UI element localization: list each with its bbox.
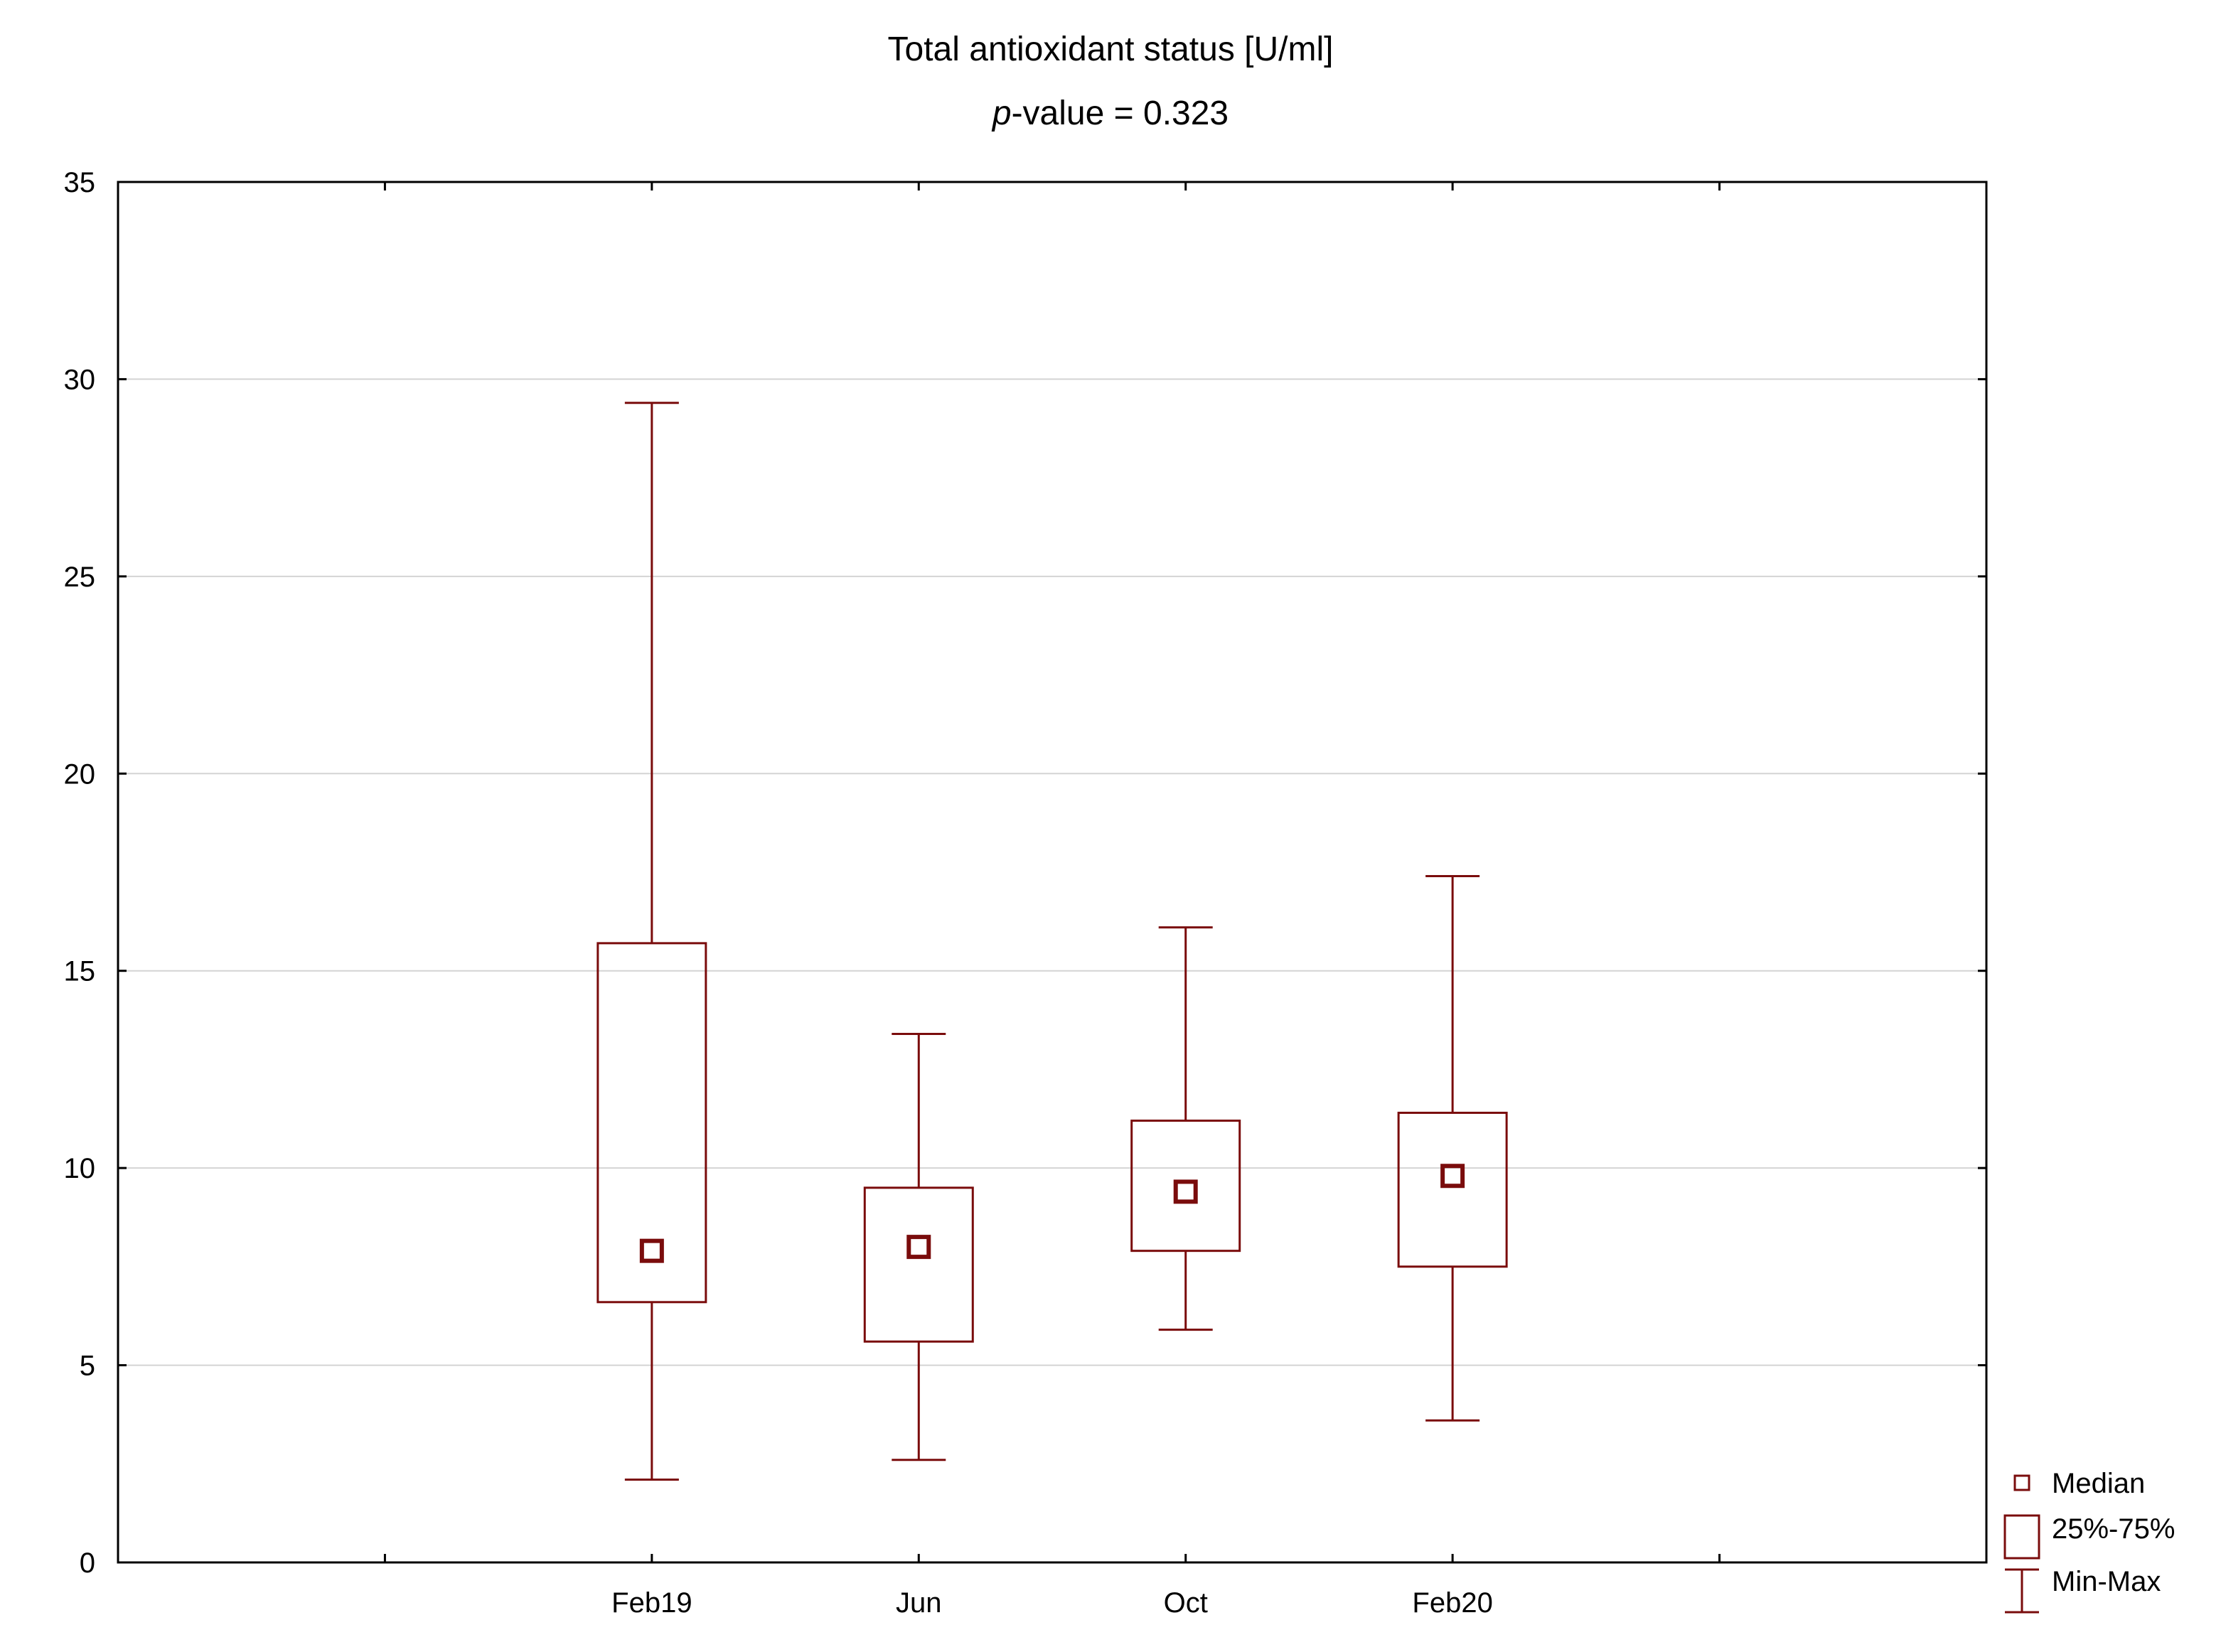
y-tick-label-6: 30 (64, 364, 96, 395)
median-marker-1 (906, 1235, 931, 1260)
median-marker-2 (1173, 1179, 1198, 1204)
box-group-3 (1397, 875, 1508, 1422)
legend-whisker-label: Min-Max (2052, 1566, 2161, 1597)
y-tick-label-3: 15 (64, 956, 96, 987)
y-tick-label-7: 35 (64, 167, 96, 198)
x-tick-label-1: Jun (896, 1587, 942, 1619)
legend-median-label: Median (2052, 1468, 2145, 1499)
median-marker-3 (1440, 1164, 1465, 1189)
legend-median-icon (2013, 1474, 2030, 1491)
x-tick-label-3: Feb20 (1412, 1587, 1492, 1619)
legend-box-label: 25%-75% (2052, 1513, 2175, 1545)
iqr-box-0 (596, 942, 707, 1304)
y-tick-label-4: 20 (64, 758, 96, 790)
plot-frame (117, 181, 1988, 1564)
chart-title: Total antioxidant status [U/ml] (887, 31, 1334, 68)
y-tick-label-5: 25 (64, 562, 96, 593)
x-tick-label-2: Oct (1164, 1587, 1208, 1619)
y-tick-label-2: 10 (64, 1153, 96, 1184)
y-tick-label-1: 5 (80, 1351, 95, 1382)
y-tick-label-0: 0 (80, 1548, 95, 1579)
box-group-1 (863, 1032, 974, 1461)
legend-box-icon (2003, 1514, 2040, 1560)
box-group-2 (1130, 926, 1241, 1331)
axis-labels: 0 5 10 15 20 25 30 35 Feb19 Jun Oct Feb20 (64, 167, 1493, 1619)
legend: Median 25%-75% Min-Max (2003, 1468, 2175, 1614)
iqr-box-3 (1397, 1111, 1508, 1268)
x-tick-label-0: Feb19 (611, 1587, 692, 1619)
grid-lines (118, 378, 1986, 1366)
box-series (596, 402, 1508, 1481)
median-marker-0 (639, 1238, 664, 1263)
subtitle-italic: p (992, 95, 1012, 132)
iqr-box-2 (1130, 1120, 1241, 1253)
iqr-box-1 (863, 1186, 974, 1343)
subtitle-rest: -value = 0.323 (1011, 95, 1229, 132)
chart-subtitle: p-value = 0.323 (0, 94, 2221, 133)
box-group-0 (596, 402, 707, 1481)
axis-ticks (118, 181, 1986, 1564)
